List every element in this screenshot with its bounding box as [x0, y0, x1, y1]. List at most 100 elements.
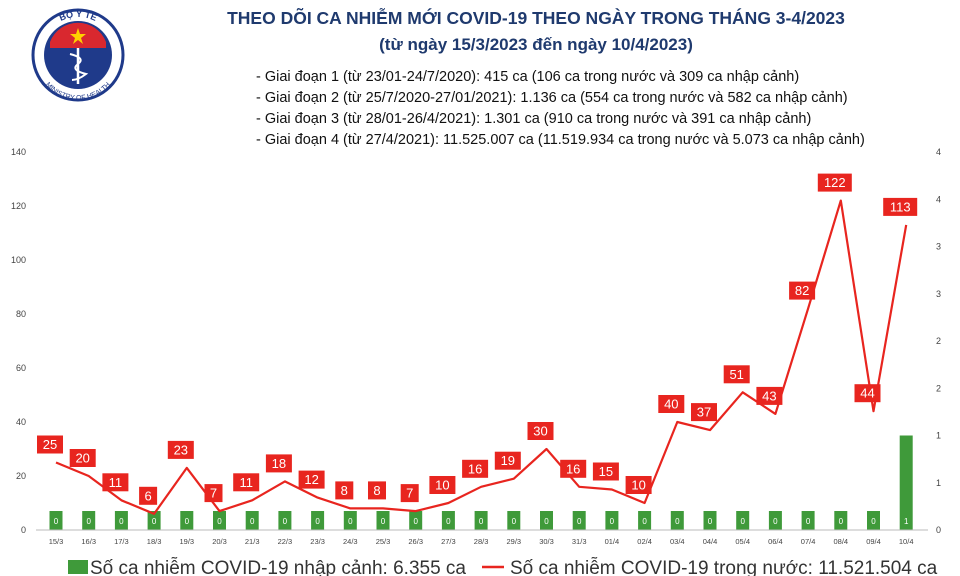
bar-mark — [768, 511, 782, 530]
bar-data-label: 0 — [871, 517, 876, 526]
right-tick-label: 1 — [936, 478, 941, 488]
line-data-label: 30 — [533, 424, 547, 439]
right-tick-label: 3 — [936, 242, 941, 252]
bar-data-label: 0 — [610, 517, 615, 526]
left-tick-label: 0 — [21, 525, 26, 535]
bar-data-label: 0 — [348, 517, 353, 526]
x-tick-label: 04/4 — [703, 537, 718, 546]
bar-mark — [311, 511, 325, 530]
bar-mark — [670, 511, 684, 530]
line-label-box — [69, 449, 96, 467]
bar-data-label: 0 — [119, 517, 124, 526]
bar-mark — [409, 511, 423, 530]
right-tick-label: 0 — [936, 525, 941, 535]
x-tick-label: 19/3 — [179, 537, 194, 546]
bar-data-label: 0 — [577, 517, 582, 526]
bar-mark — [278, 511, 292, 530]
bar-mark — [801, 511, 815, 530]
x-tick-label: 22/3 — [278, 537, 293, 546]
line-label-box — [265, 454, 292, 473]
line-data-label: 122 — [824, 175, 846, 190]
bar-mark — [213, 511, 226, 530]
logo-snake-icon — [69, 53, 89, 81]
line-label-box — [723, 365, 750, 384]
line-label-box — [204, 484, 223, 503]
x-tick-label: 29/3 — [506, 537, 521, 546]
x-tick-label: 07/4 — [801, 537, 816, 546]
line-label-box — [102, 473, 129, 492]
line-label-box — [298, 470, 325, 489]
bar-data-label: 0 — [217, 517, 222, 526]
line-data-label: 11 — [239, 475, 253, 490]
right-axis: 0 1 1 2 2 3 3 4 4 — [936, 147, 941, 535]
line-data-label: 12 — [304, 472, 318, 487]
phase-2-text: - Giai đoạn 2 (từ 25/7/2020-27/01/2021):… — [256, 90, 848, 106]
bar-mark — [638, 511, 652, 530]
bar-mark — [343, 511, 357, 530]
chart-title: THEO DÕI CA NHIỄM MỚI COVID-19 THEO NGÀY… — [227, 7, 845, 28]
bar-mark — [736, 511, 750, 530]
bar-mark — [441, 511, 455, 530]
x-tick-label: 23/3 — [310, 537, 325, 546]
chart-subtitle: (từ ngày 15/3/2023 đến ngày 10/4/2023) — [379, 35, 693, 54]
phase-4-text: - Giai đoạn 4 (từ 27/4/2021): 11.525.007… — [256, 132, 865, 148]
left-axis: 0 20 40 60 80 100 120 140 — [11, 147, 26, 535]
line-data-label: 10 — [631, 478, 645, 493]
line-data-label: 51 — [729, 367, 743, 382]
bar-data-label: 0 — [642, 517, 647, 526]
line-data-label: 11 — [109, 475, 123, 490]
line-data-label: 7 — [210, 486, 217, 501]
x-tick-label: 09/4 — [866, 537, 881, 546]
x-tick-label: 30/3 — [539, 537, 554, 546]
line-data-label: 19 — [501, 453, 515, 468]
bar-data-label: 0 — [413, 517, 418, 526]
bar-data-label: 0 — [740, 517, 745, 526]
line-label-box — [789, 281, 816, 300]
x-tick-label: 08/4 — [833, 537, 848, 546]
bar-mark — [867, 511, 880, 530]
line-data-label: 82 — [795, 283, 809, 298]
left-tick-label: 40 — [16, 417, 26, 427]
bar-data-label: 0 — [806, 517, 811, 526]
left-tick-label: 60 — [16, 363, 26, 373]
line-data-label: 44 — [860, 386, 874, 401]
bar-data-label: 0 — [315, 517, 320, 526]
line-data-label: 43 — [762, 388, 776, 403]
right-tick-label: 3 — [936, 289, 941, 299]
bar-data-label: 0 — [152, 517, 157, 526]
ministry-logo: BỘ Y TẾ MINISTRY OF HEALTH — [31, 8, 125, 102]
line-data-label: 8 — [341, 483, 348, 498]
line-label-box — [233, 473, 260, 492]
bar-mark — [114, 511, 128, 530]
x-tick-label: 24/3 — [343, 537, 358, 546]
line-label-box — [658, 395, 685, 413]
line-label-box — [592, 462, 619, 481]
x-tick-label: 10/4 — [899, 537, 914, 546]
right-tick-label: 2 — [936, 336, 941, 346]
x-tick-label: 25/3 — [376, 537, 391, 546]
bar-mark — [49, 511, 63, 530]
line-label-box — [400, 484, 419, 503]
x-tick-label: 21/3 — [245, 537, 260, 546]
line-label-box — [817, 173, 852, 192]
bar-series: 0 0 0 0 0 0 0 0 0 0 0 0 0 0 0 0 0 0 0 0 0 0 0 0 0 0 1 — [49, 435, 913, 530]
line-data-label: 16 — [566, 461, 580, 476]
x-tick-label: 05/4 — [735, 537, 750, 546]
line-data-label: 18 — [272, 456, 286, 471]
line-data-label: 10 — [435, 478, 449, 493]
x-axis: 15/3 16/3 17/3 18/3 19/3 20/3 21/3 22/3 23/3 24/3… — [36, 529, 928, 546]
x-tick-label: 16/3 — [81, 537, 96, 546]
bar-data-label: 0 — [250, 517, 255, 526]
bar-data-label: 0 — [446, 517, 451, 526]
bar-data-label: 0 — [54, 517, 59, 526]
line-label-box — [335, 481, 354, 500]
left-tick-label: 100 — [11, 255, 26, 265]
x-tick-label: 06/4 — [768, 537, 783, 546]
bar-data-label: 0 — [839, 517, 844, 526]
bar-mark — [572, 511, 586, 530]
left-tick-label: 20 — [16, 471, 26, 481]
bar-data-label: 0 — [283, 517, 288, 526]
x-tick-label: 20/3 — [212, 537, 227, 546]
line-data-label: 23 — [174, 442, 188, 457]
phase-3-text: - Giai đoạn 3 (từ 28/01-26/4/2021): 1.30… — [256, 111, 811, 127]
